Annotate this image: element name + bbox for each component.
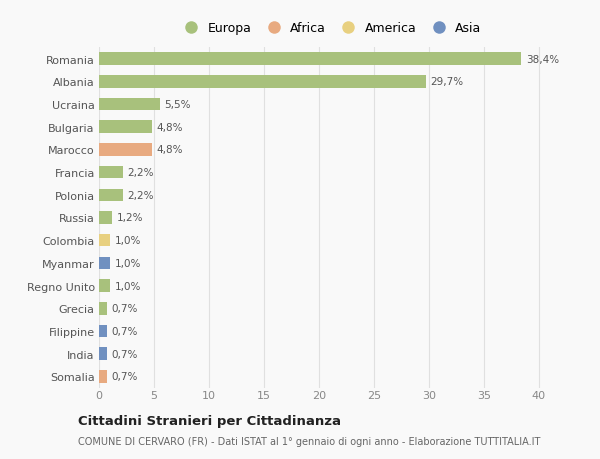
Text: 0,7%: 0,7%: [111, 371, 137, 381]
Bar: [99, 99, 160, 111]
Text: COMUNE DI CERVARO (FR) - Dati ISTAT al 1° gennaio di ogni anno - Elaborazione TU: COMUNE DI CERVARO (FR) - Dati ISTAT al 1…: [78, 436, 541, 446]
Text: 1,0%: 1,0%: [115, 281, 141, 291]
Bar: [99, 212, 112, 224]
Bar: [99, 370, 107, 383]
Bar: [99, 121, 152, 134]
Legend: Europa, Africa, America, Asia: Europa, Africa, America, Asia: [173, 17, 487, 40]
Bar: [99, 302, 107, 315]
Text: Cittadini Stranieri per Cittadinanza: Cittadini Stranieri per Cittadinanza: [78, 414, 341, 428]
Text: 29,7%: 29,7%: [430, 77, 463, 87]
Bar: [99, 144, 152, 157]
Text: 5,5%: 5,5%: [164, 100, 190, 110]
Text: 38,4%: 38,4%: [526, 55, 559, 65]
Text: 0,7%: 0,7%: [111, 303, 137, 313]
Bar: [99, 347, 107, 360]
Text: 4,8%: 4,8%: [156, 123, 182, 133]
Text: 1,0%: 1,0%: [115, 235, 141, 246]
Bar: [99, 257, 110, 269]
Bar: [99, 280, 110, 292]
Text: 0,7%: 0,7%: [111, 349, 137, 359]
Bar: [99, 235, 110, 247]
Bar: [99, 325, 107, 337]
Text: 1,2%: 1,2%: [116, 213, 143, 223]
Bar: [99, 167, 123, 179]
Text: 1,0%: 1,0%: [115, 258, 141, 269]
Bar: [99, 53, 521, 66]
Text: 2,2%: 2,2%: [128, 168, 154, 178]
Text: 2,2%: 2,2%: [128, 190, 154, 201]
Bar: [99, 189, 123, 202]
Bar: [99, 76, 426, 89]
Text: 0,7%: 0,7%: [111, 326, 137, 336]
Text: 4,8%: 4,8%: [156, 145, 182, 155]
